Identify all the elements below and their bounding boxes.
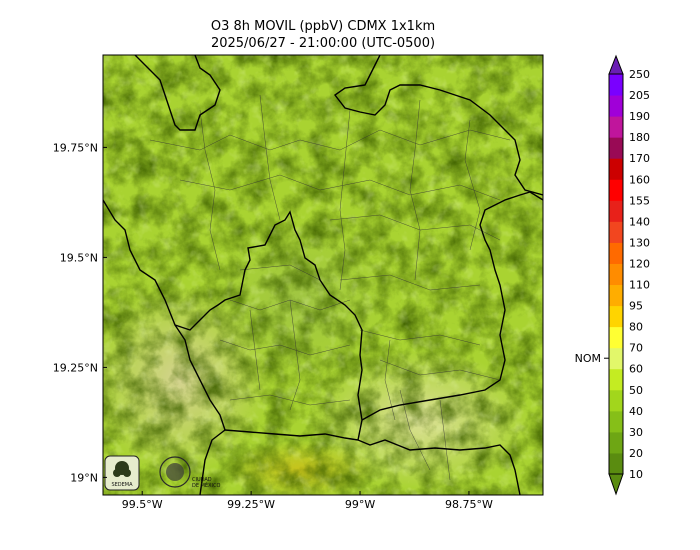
- colorbar-segment: [609, 137, 623, 159]
- x-tick-label: 99.25°W: [227, 498, 275, 511]
- colorbar-tick-label: 30: [629, 426, 643, 439]
- colorbar-segment: [609, 368, 623, 391]
- x-tick-label: 98.75°W: [445, 498, 493, 511]
- svg-text:DE MÉXICO: DE MÉXICO: [192, 481, 220, 489]
- terrain-highlights: [103, 55, 543, 495]
- cdmx-logo: CIUDAD DE MÉXICO: [159, 456, 220, 489]
- colorbar-segment: [609, 263, 623, 286]
- colorbar: 10 20 30 40 50 60 70 80 95 110 120 130 140 155 160 170 1…: [575, 54, 650, 496]
- colorbar-tick-label: 95: [629, 300, 643, 313]
- colorbar-segment: [609, 158, 623, 180]
- colorbar-tick-label: 205: [629, 89, 650, 102]
- colorbar-segment: [609, 326, 623, 349]
- colorbar-tick-label: 80: [629, 321, 643, 334]
- map-subtitle-datetime: 2025/06/27 - 21:00:00 (UTC-0500): [210, 36, 436, 51]
- colorbar-segment: [609, 431, 623, 454]
- x-tick-label: 99.5°W: [122, 498, 163, 511]
- municipal-boundaries: [149, 94, 511, 481]
- colorbar-tick-label: 50: [629, 384, 643, 397]
- svg-text:CIUDAD: CIUDAD: [192, 477, 212, 483]
- colorbar-tick-label: 170: [629, 152, 650, 165]
- colorbar-tick-label: 10: [629, 468, 643, 481]
- colorbar-segment: [609, 242, 623, 264]
- colorbar-tick-label: 120: [629, 257, 650, 270]
- colorbar-tick-label: 40: [629, 405, 643, 418]
- colorbar-tick-label: 155: [629, 194, 650, 207]
- colorbar-under-arrow: [608, 473, 624, 496]
- colorbar-tick-label: 140: [629, 215, 650, 228]
- state-boundaries: [103, 55, 543, 495]
- y-tick-label: 19.5°N: [60, 251, 98, 264]
- colorbar-tick-label: 190: [629, 110, 650, 123]
- colorbar-segment: [609, 221, 623, 243]
- colorbar-segment: [609, 347, 623, 370]
- map-title: O3 8h MOVIL (ppbV) CDMX 1x1km: [210, 19, 436, 34]
- y-tick-label: 19.25°N: [53, 361, 98, 374]
- svg-text:SEDEMA: SEDEMA: [111, 482, 133, 488]
- y-tick-label: 19.75°N: [53, 141, 98, 154]
- colorbar-tick-label: 70: [629, 342, 643, 355]
- map-axes: 99.5°W 99.25°W 99°W 98.75°W 19.75°N 19.5°N 19.…: [53, 141, 493, 511]
- colorbar-segment: [609, 305, 623, 328]
- colorbar-segment: [609, 200, 623, 222]
- colorbar-over-arrow: [608, 54, 624, 75]
- map-frame: [102, 54, 544, 496]
- colorbar-segment: [609, 95, 623, 117]
- colorbar-tick-label: 250: [629, 68, 650, 81]
- y-tick-label: 19°N: [70, 471, 98, 484]
- colorbar-segment: [609, 452, 623, 475]
- colorbar-segment: [609, 74, 623, 96]
- colorbar-tick-label: 60: [629, 363, 643, 376]
- colorbar-tick-label: 180: [629, 131, 650, 144]
- colorbar-frame: [608, 73, 624, 475]
- sedema-logo: SEDEMA: [104, 455, 140, 491]
- colorbar-segment: [609, 284, 623, 307]
- colorbar-tick-label: 20: [629, 447, 643, 460]
- colorbar-tick-label: 130: [629, 236, 650, 249]
- colorbar-segment: [609, 116, 623, 138]
- colorbar-segment: [609, 389, 623, 412]
- colorbar-tick-label: 110: [629, 279, 650, 292]
- nom-label: NOM: [575, 352, 601, 365]
- colorbar-segment: [609, 179, 623, 201]
- map-area[interactable]: SEDEMA CIUDAD DE MÉXICO: [90, 55, 543, 500]
- colorbar-segment: [609, 410, 623, 433]
- x-tick-label: 99°W: [345, 498, 375, 511]
- colorbar-tick-label: 160: [629, 173, 650, 186]
